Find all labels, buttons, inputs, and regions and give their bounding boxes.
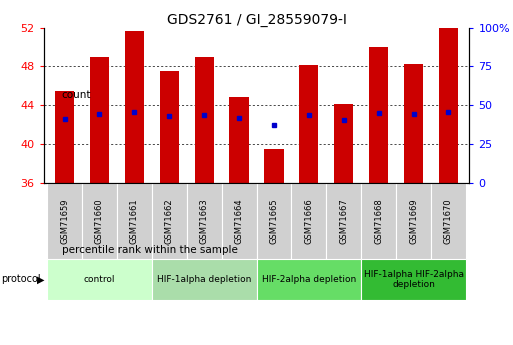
Text: GSM71670: GSM71670 <box>444 198 453 244</box>
Bar <box>291 183 326 259</box>
Bar <box>326 183 361 259</box>
Text: GSM71667: GSM71667 <box>339 198 348 244</box>
Text: GSM71661: GSM71661 <box>130 198 139 244</box>
Bar <box>117 183 152 259</box>
Bar <box>396 183 431 259</box>
Bar <box>439 28 458 183</box>
Bar <box>55 91 74 183</box>
Bar <box>256 259 361 300</box>
Text: HIF-2alpha depletion: HIF-2alpha depletion <box>262 275 356 284</box>
Bar <box>264 149 284 183</box>
Bar <box>431 183 466 259</box>
Text: GSM71663: GSM71663 <box>200 198 209 244</box>
Text: ▶: ▶ <box>37 275 45 284</box>
Text: percentile rank within the sample: percentile rank within the sample <box>62 245 238 255</box>
Bar <box>299 66 319 183</box>
Bar <box>54 52 56 138</box>
Bar <box>125 30 144 183</box>
Text: GSM71669: GSM71669 <box>409 198 418 244</box>
Bar <box>222 183 256 259</box>
Bar <box>194 57 214 183</box>
Bar <box>229 98 249 183</box>
Text: GSM71660: GSM71660 <box>95 198 104 244</box>
Text: GSM71666: GSM71666 <box>304 198 313 244</box>
Bar <box>369 47 388 183</box>
Bar <box>256 183 291 259</box>
Bar <box>90 57 109 183</box>
Text: GSM71664: GSM71664 <box>234 198 244 244</box>
Bar <box>160 71 179 183</box>
Bar <box>361 183 396 259</box>
Text: HIF-1alpha depletion: HIF-1alpha depletion <box>157 275 251 284</box>
Title: GDS2761 / GI_28559079-I: GDS2761 / GI_28559079-I <box>167 12 346 27</box>
Bar <box>82 183 117 259</box>
Bar <box>404 65 423 183</box>
Bar <box>334 104 353 183</box>
Text: protocol: protocol <box>1 275 41 284</box>
Text: control: control <box>84 275 115 284</box>
Text: count: count <box>62 90 91 100</box>
Text: HIF-1alpha HIF-2alpha
depletion: HIF-1alpha HIF-2alpha depletion <box>364 270 464 289</box>
Bar <box>47 259 152 300</box>
Bar <box>47 183 82 259</box>
Text: GSM71665: GSM71665 <box>269 198 279 244</box>
Bar <box>152 259 256 300</box>
Bar <box>152 183 187 259</box>
Text: GSM71662: GSM71662 <box>165 198 174 244</box>
Bar <box>361 259 466 300</box>
Bar <box>187 183 222 259</box>
Bar <box>54 207 56 293</box>
Text: GSM71668: GSM71668 <box>374 198 383 244</box>
Text: GSM71659: GSM71659 <box>60 198 69 244</box>
